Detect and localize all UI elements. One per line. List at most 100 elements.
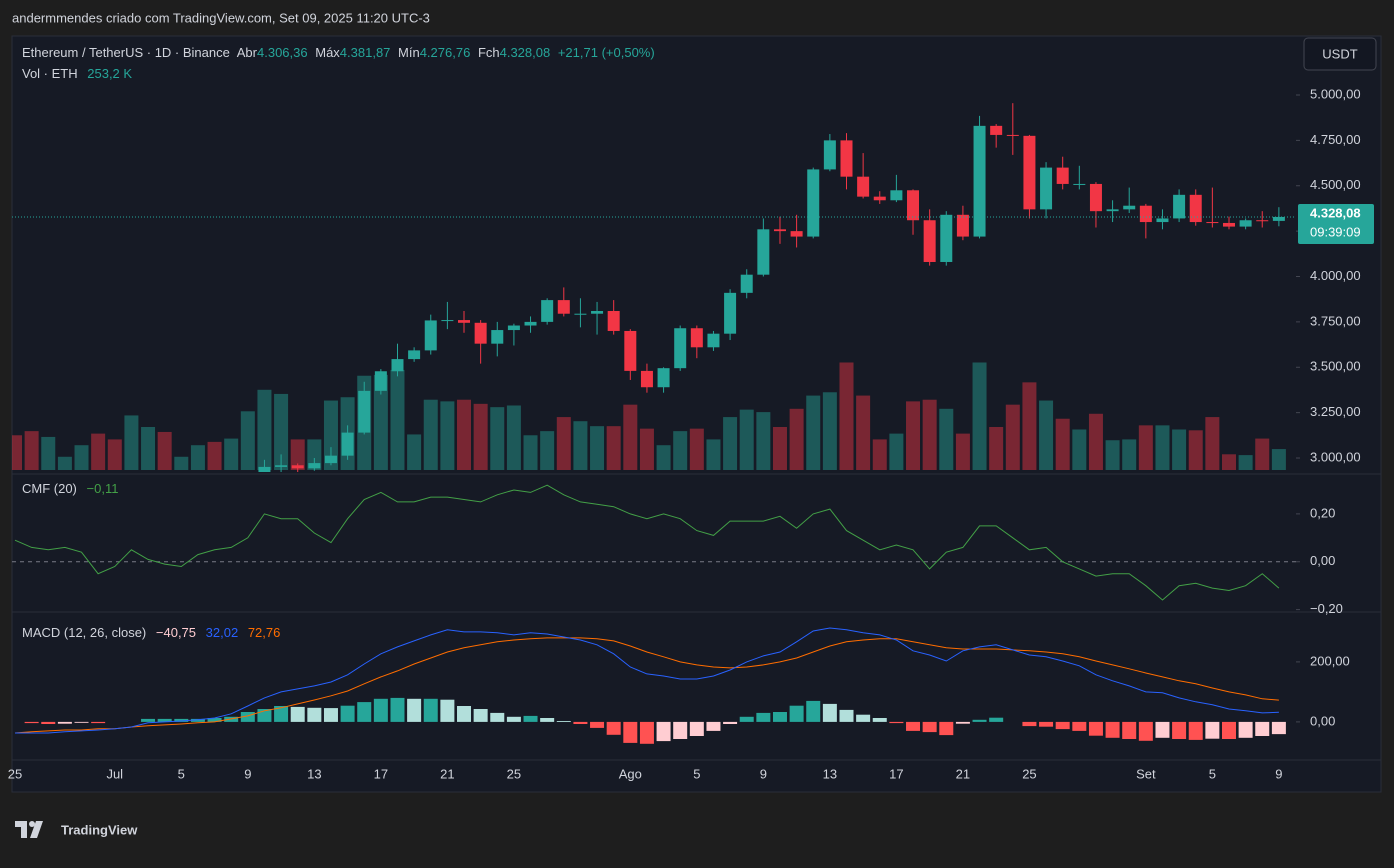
histogram-bar — [307, 707, 322, 722]
candle-body — [624, 330, 637, 371]
candle-body — [491, 330, 504, 344]
histogram-bar — [872, 718, 887, 722]
candle-body — [524, 321, 537, 326]
volume-bar — [1022, 382, 1037, 470]
volume-bar — [407, 434, 422, 470]
symbol: Ethereum / TetherUS · 1D · Binance — [22, 45, 230, 60]
volume-bar — [1221, 454, 1236, 470]
volume-bar — [24, 431, 39, 470]
y-tick-label: 0,00 — [1310, 553, 1335, 568]
volume-bar — [74, 445, 89, 470]
candle-body — [857, 176, 870, 197]
macd-line — [15, 627, 1279, 734]
volume-bar — [1138, 425, 1153, 470]
candle-body — [823, 140, 836, 170]
x-tick-label: Jul — [106, 766, 123, 781]
histogram-bar — [174, 718, 189, 722]
candle-body — [990, 125, 1003, 135]
candle-body — [757, 229, 770, 275]
histogram-bar — [922, 721, 937, 733]
histogram-bar — [989, 717, 1004, 722]
candle-body — [507, 325, 520, 331]
histogram-bar — [1105, 721, 1120, 738]
volume-bar — [107, 439, 122, 470]
macd-pane — [14, 627, 1286, 744]
cmf-pane — [12, 484, 1296, 601]
histogram-bar — [340, 705, 355, 722]
candle-body — [358, 390, 371, 433]
currency-button[interactable] — [1303, 37, 1377, 71]
x-tick-label: 5 — [693, 766, 700, 781]
histogram-bar — [141, 718, 156, 722]
close-label: Fch — [478, 45, 500, 60]
candle-body — [574, 313, 587, 315]
x-tick-label: 25 — [507, 766, 521, 781]
hist-value: −40,75 — [156, 625, 196, 640]
candle-body — [258, 466, 271, 472]
candle-body — [541, 300, 554, 322]
x-tick-label: 13 — [823, 766, 837, 781]
histogram-bar — [1238, 721, 1253, 738]
x-tick-label: Ago — [619, 766, 642, 781]
signal-line — [14, 637, 1279, 734]
x-tick-label: Set — [1136, 766, 1156, 781]
candle-body — [724, 292, 737, 334]
open-label: Abr — [237, 45, 258, 60]
macd-title: MACD (12, 26, close) — [22, 625, 146, 640]
histogram-bar — [673, 721, 688, 739]
candle-body — [374, 371, 387, 391]
volume-bar — [240, 411, 255, 470]
y-tick-label: 4.500,00 — [1310, 177, 1361, 192]
volume-bar — [590, 426, 605, 470]
histogram-bar — [24, 721, 39, 724]
histogram-bar — [440, 699, 455, 722]
volume-bar — [323, 400, 338, 470]
candle-body — [657, 368, 670, 388]
candle-body — [1073, 183, 1086, 185]
histogram-bar — [506, 716, 521, 722]
low-label: Mín — [398, 45, 420, 60]
x-tick-label: 17 — [374, 766, 388, 781]
histogram-bar — [490, 712, 505, 722]
low-value: 4.276,76 — [420, 45, 471, 60]
candle-body — [873, 196, 886, 201]
histogram-bar — [407, 698, 422, 722]
y-tick-label: 200,00 — [1310, 653, 1350, 668]
x-tick-label: 9 — [244, 766, 251, 781]
legend: Ethereum / TetherUS · 1D · Binance Abr 4.… — [22, 45, 655, 60]
histogram-bar — [772, 712, 787, 722]
histogram-bar — [556, 721, 571, 722]
candle-body — [773, 229, 786, 232]
histogram-bar — [457, 706, 472, 722]
currency[interactable]: USDT — [1322, 46, 1357, 61]
histogram-bar — [1271, 721, 1286, 735]
y-tick-label: 3.250,00 — [1310, 404, 1361, 419]
volume-bar — [889, 433, 904, 470]
volume-bar — [423, 399, 438, 470]
histogram-bar — [955, 721, 970, 724]
histogram-bar — [41, 721, 56, 724]
volume-bar — [174, 456, 189, 470]
high-label: Máx — [315, 45, 340, 60]
candle-body — [1156, 218, 1169, 223]
histogram-bar — [190, 718, 205, 722]
volume-bar — [506, 405, 521, 470]
candle-body — [1139, 205, 1152, 223]
volume-bar — [224, 438, 239, 470]
volume-bar — [373, 374, 388, 470]
volume-bar — [157, 431, 172, 470]
candle-body — [1023, 135, 1036, 210]
candle-body — [1256, 220, 1269, 222]
price-pane — [12, 103, 1286, 472]
histogram-bar — [1138, 721, 1153, 741]
histogram-bar — [906, 721, 921, 731]
volume-bar — [772, 427, 787, 470]
histogram-bar — [723, 721, 738, 724]
histogram-bar — [856, 714, 871, 722]
volume-bar — [207, 441, 222, 470]
volume-value: 253,2 K — [87, 66, 132, 81]
volume-bar — [723, 417, 738, 470]
volume-bar — [1205, 417, 1220, 470]
volume-bar — [689, 428, 704, 470]
